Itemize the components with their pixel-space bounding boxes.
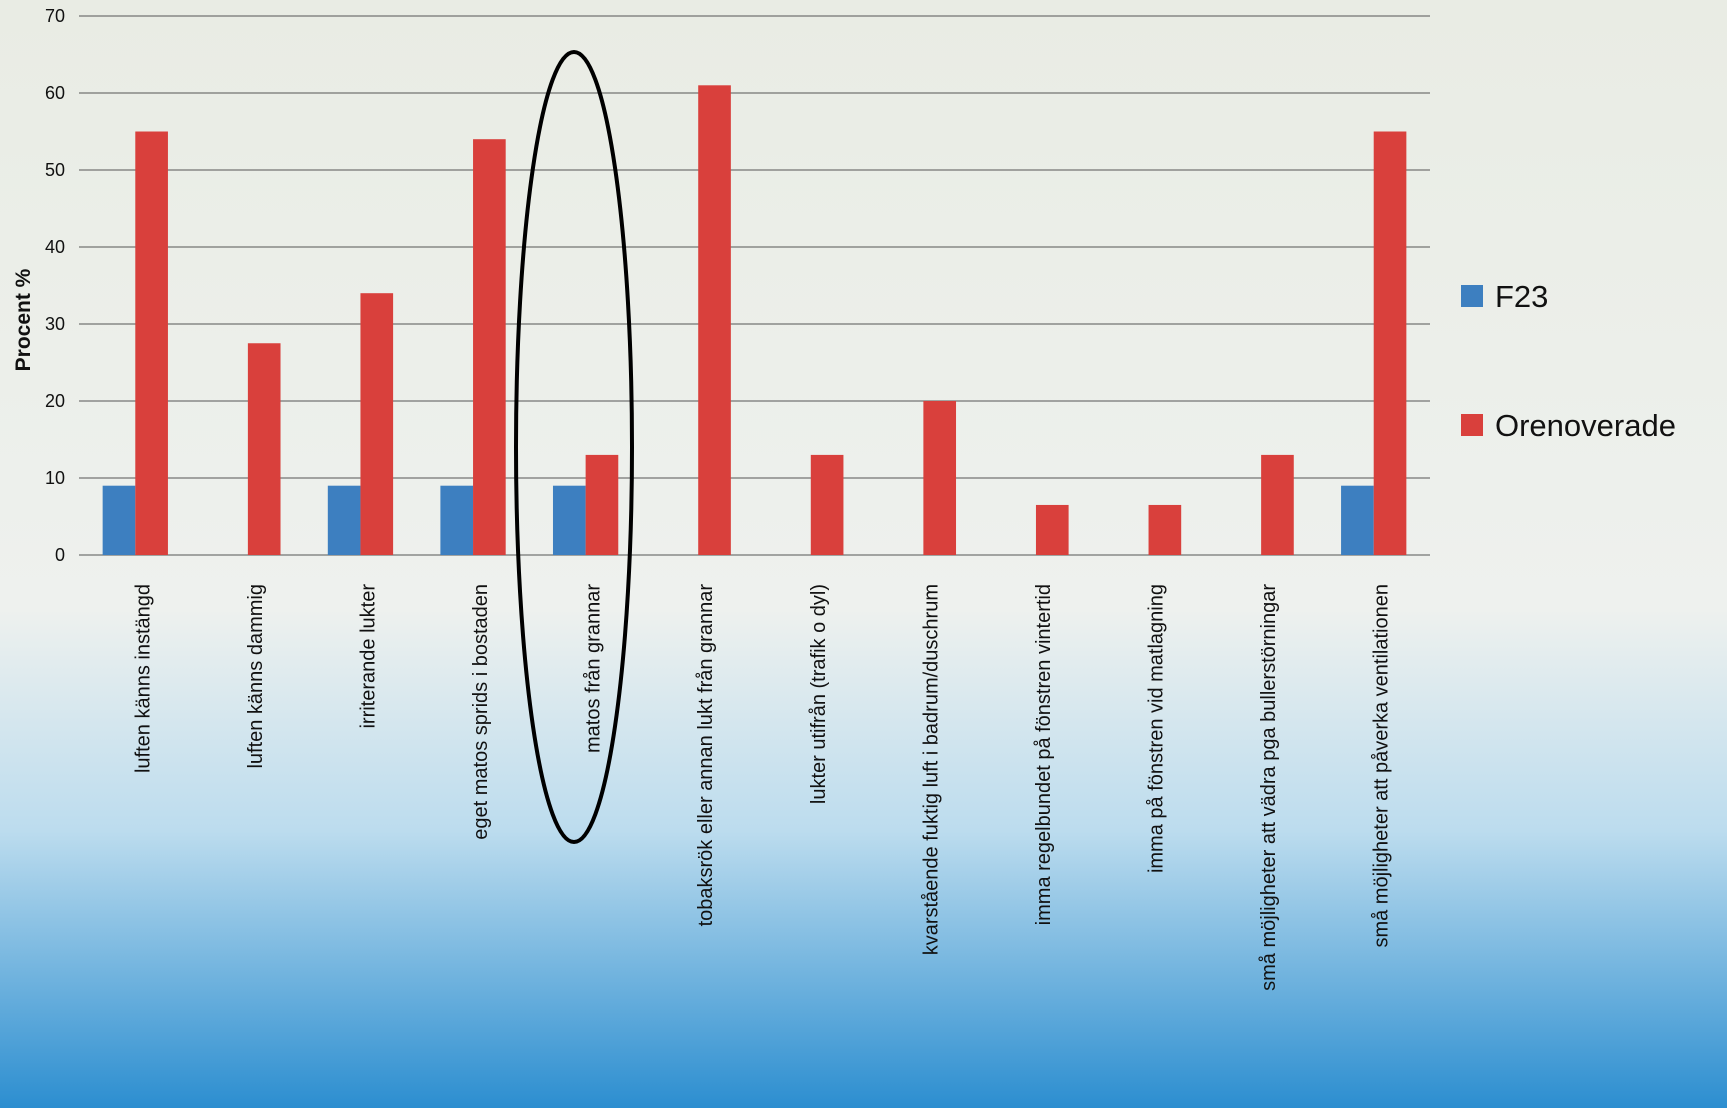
bar — [1261, 454, 1294, 555]
bar — [923, 401, 957, 555]
bar — [1148, 504, 1182, 555]
bar — [552, 485, 586, 555]
bar — [1035, 504, 1069, 555]
bar — [1341, 485, 1374, 555]
bar — [698, 85, 731, 556]
bar — [135, 131, 168, 555]
y-tick-label: 60 — [45, 83, 65, 103]
legend-label: Orenoverade — [1495, 408, 1676, 443]
x-tick-label: irriterande lukter — [357, 584, 379, 729]
x-tick-label: eget matos sprids i bostaden — [470, 584, 492, 840]
y-tick-label: 20 — [45, 391, 65, 411]
x-tick-label: imma regelbundet på fönstren vintertid — [1033, 584, 1055, 925]
x-tick-label: imma på fönstren vid matlagning — [1146, 584, 1168, 873]
x-tick-label: matos från grannar — [583, 584, 605, 753]
bar — [102, 485, 136, 555]
bar — [440, 485, 474, 555]
y-tick-label: 50 — [45, 160, 65, 180]
bar — [360, 293, 394, 555]
x-tick-label: luften känns dammig — [245, 584, 267, 769]
bar — [473, 139, 506, 555]
plot-area: 0 10 20 30 40 50 60 70 luften känns instängd luft… — [45, 6, 1430, 991]
bar — [327, 485, 361, 555]
y-tick-label: 40 — [45, 237, 65, 257]
bar — [247, 343, 281, 555]
y-tick-label: 10 — [45, 468, 65, 488]
x-tick-label: tobaksrök eller annan lukt från grannar — [695, 584, 717, 927]
y-axis-label: Procent % — [12, 268, 35, 371]
legend-label: F23 — [1495, 279, 1548, 314]
legend-swatch — [1461, 414, 1483, 436]
legend-swatch — [1461, 285, 1483, 307]
y-tick-label: 30 — [45, 314, 65, 334]
x-tick-label: lukter utifrån (trafik o dyl) — [808, 584, 830, 804]
x-tick-label: små möjligheter att vädra pga bullerstör… — [1258, 584, 1280, 991]
highlight-ellipse — [514, 50, 634, 844]
x-tick-label: kvarstående fuktig luft i badrum/duschru… — [920, 584, 942, 955]
bar — [585, 454, 619, 555]
bar — [1373, 131, 1407, 555]
y-tick-label: 0 — [55, 545, 65, 565]
x-tick-label: små möjligheter att påverka ventilatione… — [1371, 584, 1393, 948]
y-tick-label: 70 — [45, 6, 65, 26]
bar — [810, 454, 844, 555]
x-tick-label: luften känns instängd — [132, 584, 154, 773]
